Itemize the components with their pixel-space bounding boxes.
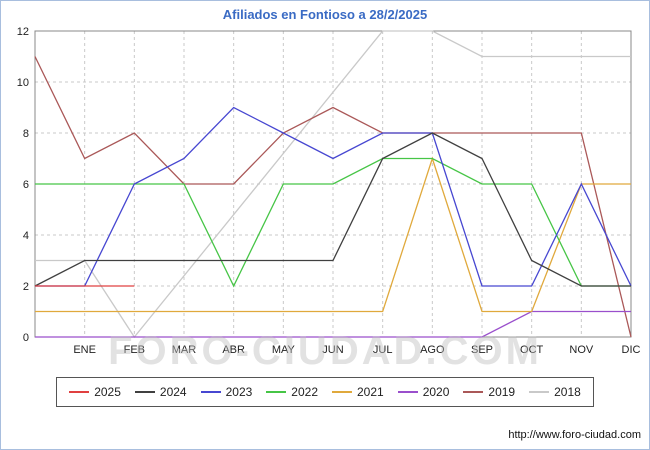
legend-item-2023: 2023 bbox=[200, 385, 253, 399]
y-axis-tick-label: 8 bbox=[23, 128, 29, 140]
x-axis-tick-label: AGO bbox=[420, 344, 445, 356]
legend-swatch-2018 bbox=[529, 391, 550, 393]
legend-swatch-2022 bbox=[266, 391, 287, 393]
x-axis-tick-label: FEB bbox=[124, 344, 145, 356]
x-axis-tick-label: JUL bbox=[373, 344, 393, 356]
legend-swatch-2025 bbox=[69, 391, 90, 393]
y-axis-tick-label: 2 bbox=[23, 281, 29, 293]
line-chart: 0 2 4 6 8 10 12 ENE FEB MAR ABR MAY JUN JUL AGO SEP OCT N… bbox=[17, 26, 641, 356]
x-axis-tick-label: ABR bbox=[222, 344, 245, 356]
legend-item-2024: 2024 bbox=[134, 385, 187, 399]
series-line-2024 bbox=[34, 132, 631, 287]
source-url: http://www.foro-ciudad.com bbox=[508, 429, 641, 441]
series-line-2023 bbox=[35, 106, 632, 287]
legend-swatch-2021 bbox=[332, 391, 352, 393]
legend-wrapper: 2025 2024 2023 2022 2021 2020 2019 2018 bbox=[1, 377, 649, 407]
x-axis-tick-label: OCT bbox=[520, 344, 544, 356]
x-axis-tick-label: NOV bbox=[569, 344, 594, 356]
y-axis-tick-label: 4 bbox=[23, 230, 29, 242]
legend-item-2020: 2020 bbox=[397, 385, 450, 399]
legend-item-2022: 2022 bbox=[266, 385, 318, 399]
legend-label-2023: 2023 bbox=[225, 385, 253, 399]
x-axis-tick-label: MAR bbox=[172, 344, 197, 356]
legend-item-2025: 2025 bbox=[69, 385, 121, 399]
legend-item-2019: 2019 bbox=[463, 385, 515, 399]
legend-swatch-2019 bbox=[463, 391, 484, 393]
legend-label-2020: 2020 bbox=[422, 385, 450, 399]
legend-swatch-2024 bbox=[134, 391, 155, 393]
legend-swatch-2023 bbox=[200, 391, 221, 393]
series-line-2021 bbox=[35, 156, 631, 313]
y-axis-tick-label: 0 bbox=[23, 332, 29, 344]
legend-label-2025: 2025 bbox=[94, 385, 121, 399]
series-line-2019 bbox=[34, 56, 632, 338]
y-axis-tick-label: 6 bbox=[23, 179, 29, 191]
legend-label-2024: 2024 bbox=[159, 385, 187, 399]
legend-label-2019: 2019 bbox=[488, 385, 516, 399]
legend-label-2018: 2018 bbox=[554, 385, 581, 399]
x-axis-tick-label: JUN bbox=[322, 344, 343, 356]
legend-label-2021: 2021 bbox=[357, 385, 384, 399]
legend-item-2018: 2018 bbox=[529, 385, 581, 399]
legend: 2025 2024 2023 2022 2021 2020 2019 2018 bbox=[56, 377, 594, 407]
x-axis-tick-label: MAY bbox=[272, 344, 296, 356]
chart-title: Afiliados en Fontioso a 28/2/2025 bbox=[222, 7, 428, 22]
legend-item-2021: 2021 bbox=[332, 385, 384, 399]
x-axis-tick-label: SEP bbox=[471, 344, 493, 356]
legend-label-2022: 2022 bbox=[291, 385, 318, 399]
x-axis-tick-label: ENE bbox=[73, 344, 96, 356]
legend-swatch-2020 bbox=[397, 391, 418, 393]
y-axis-tick-label: 12 bbox=[17, 26, 29, 38]
y-axis-tick-label: 10 bbox=[17, 77, 29, 89]
x-axis-tick-label: DIC bbox=[622, 344, 641, 356]
